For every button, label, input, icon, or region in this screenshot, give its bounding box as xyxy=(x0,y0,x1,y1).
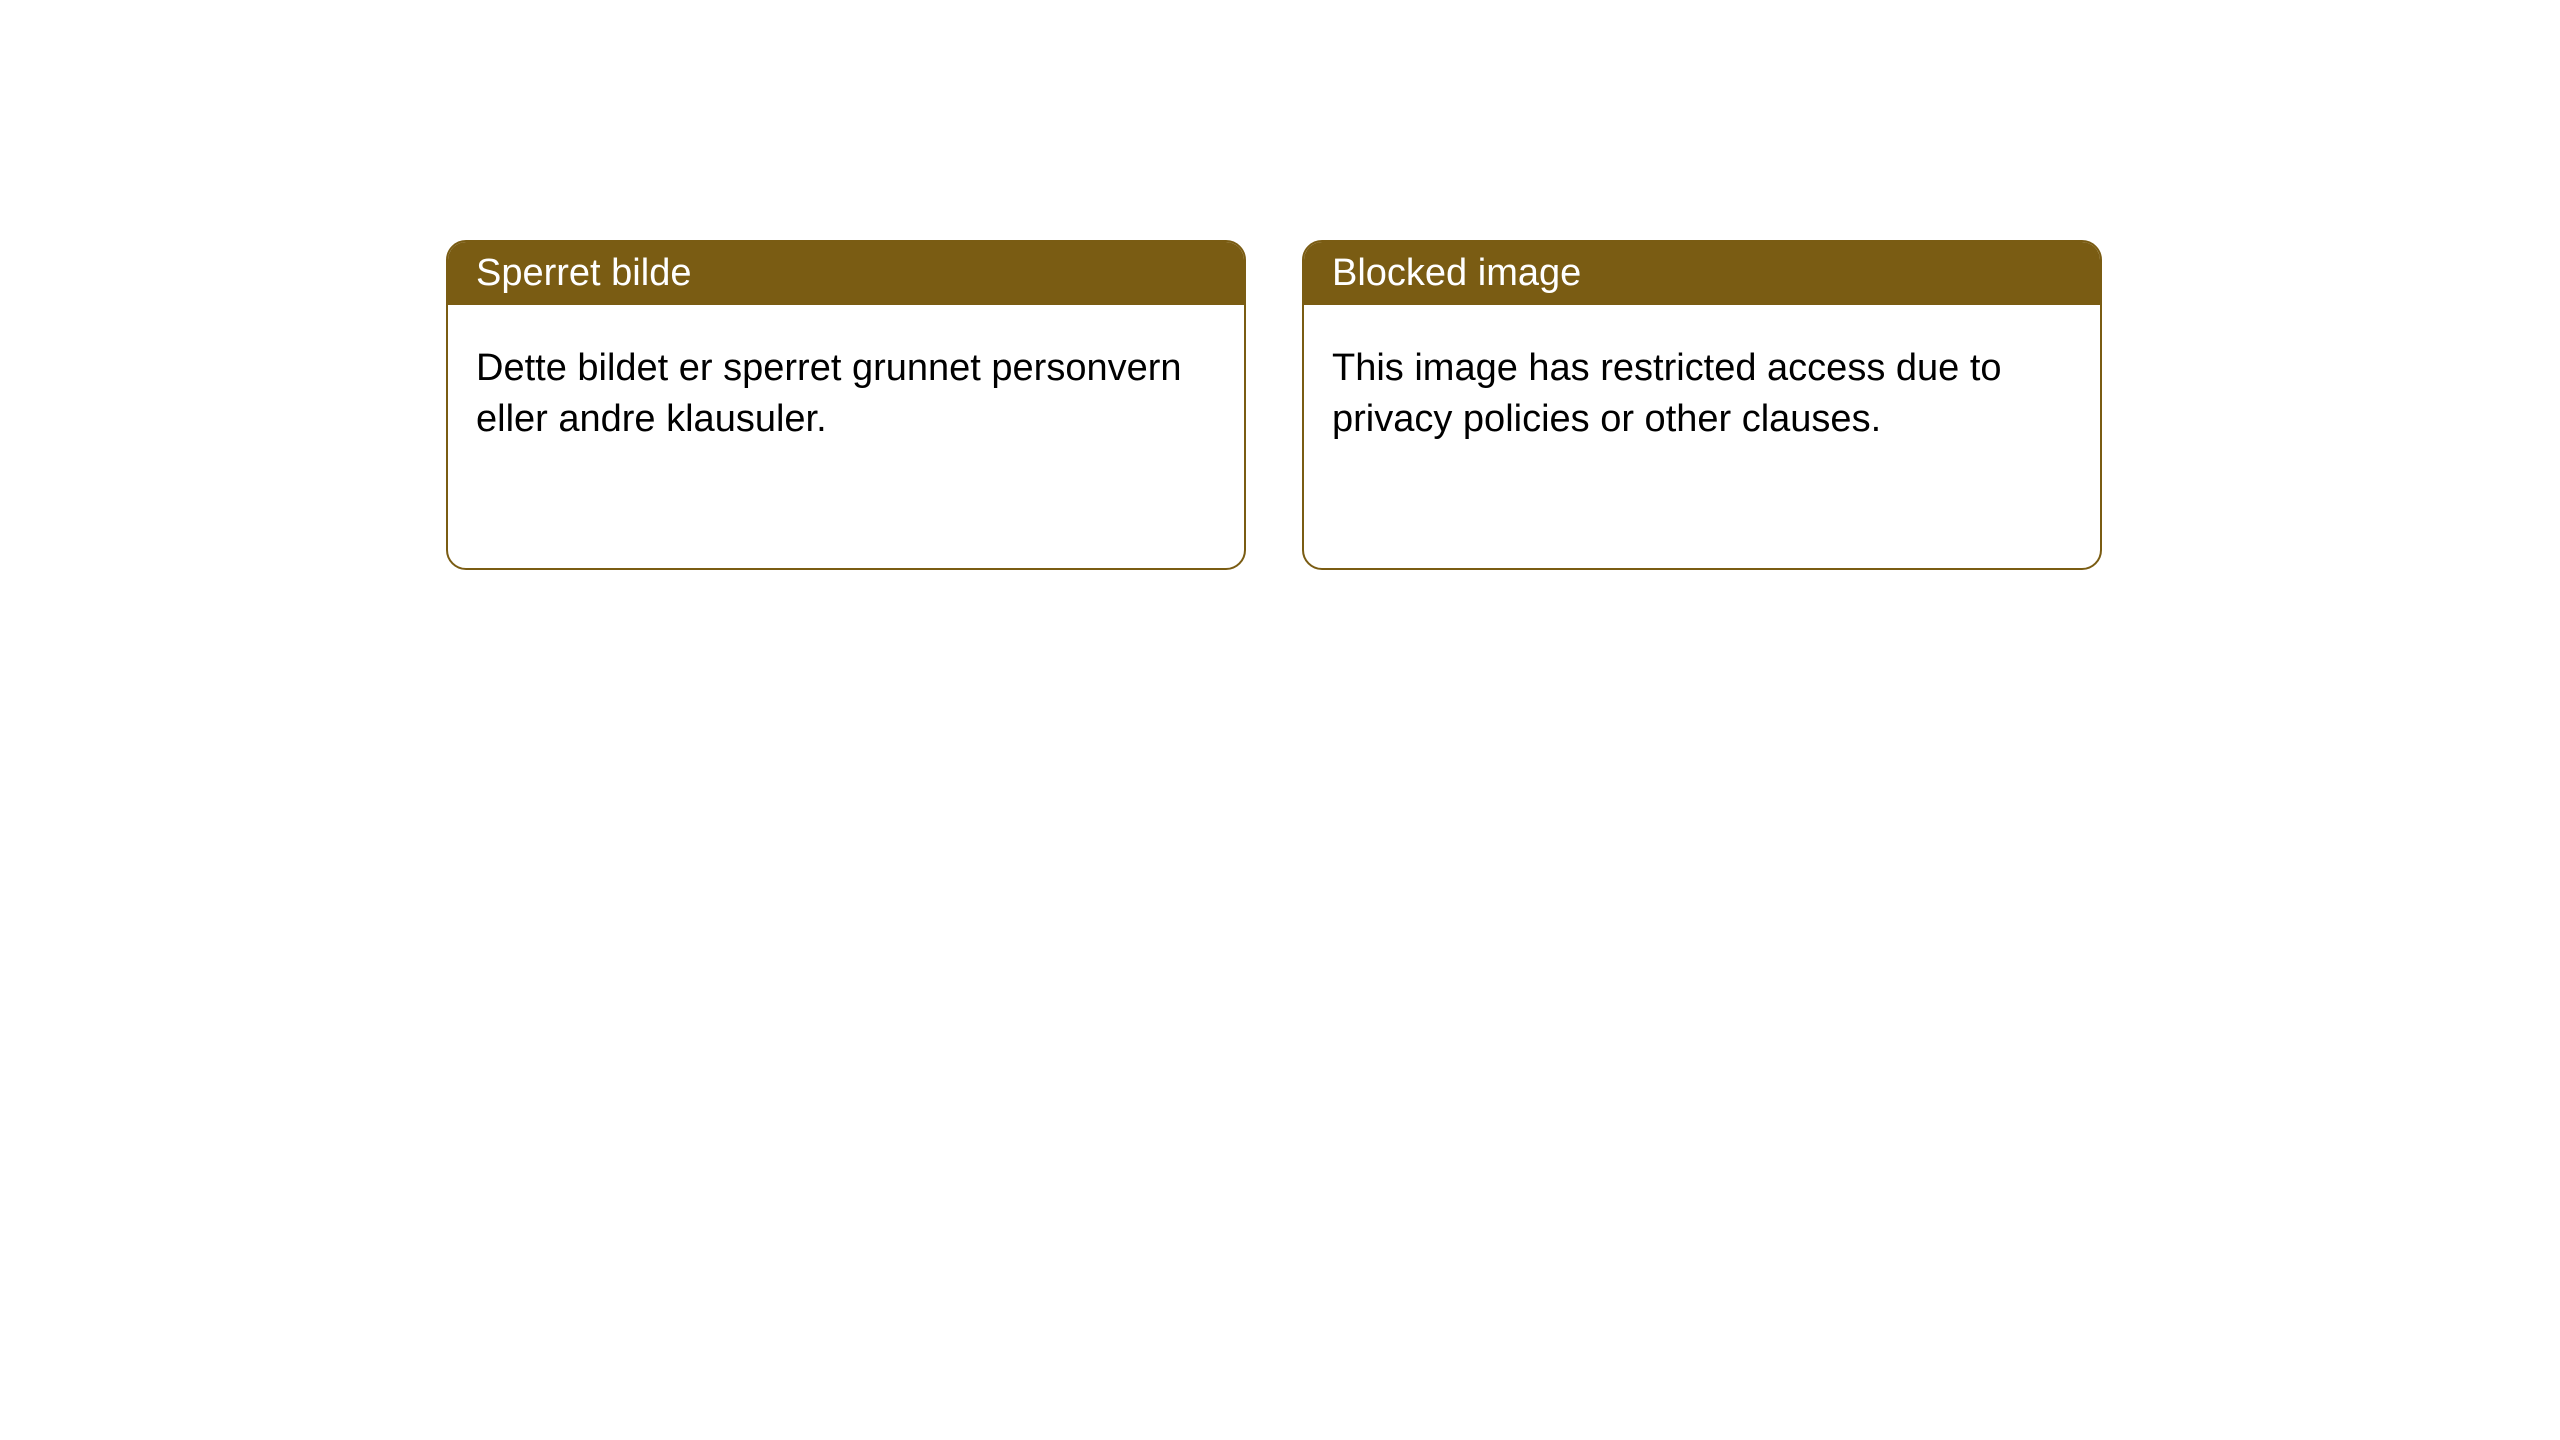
notice-title: Sperret bilde xyxy=(448,242,1244,305)
notice-body: Dette bildet er sperret grunnet personve… xyxy=(448,305,1244,484)
notice-card-english: Blocked image This image has restricted … xyxy=(1302,240,2102,570)
notice-body: This image has restricted access due to … xyxy=(1304,305,2100,484)
notice-card-norwegian: Sperret bilde Dette bildet er sperret gr… xyxy=(446,240,1246,570)
notice-title: Blocked image xyxy=(1304,242,2100,305)
notice-container: Sperret bilde Dette bildet er sperret gr… xyxy=(0,0,2560,570)
